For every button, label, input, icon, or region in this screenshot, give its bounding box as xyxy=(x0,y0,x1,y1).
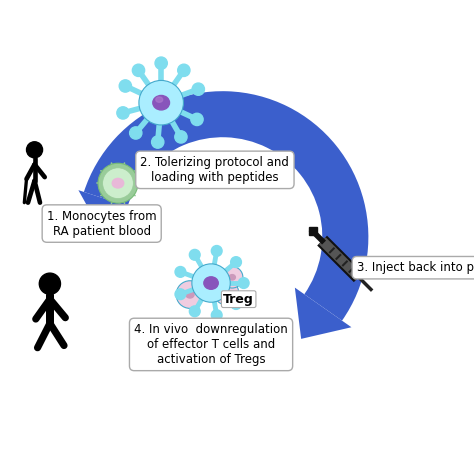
Polygon shape xyxy=(295,288,351,339)
Circle shape xyxy=(190,306,200,317)
Polygon shape xyxy=(78,190,133,225)
Wedge shape xyxy=(84,91,368,320)
Ellipse shape xyxy=(112,178,124,188)
Circle shape xyxy=(175,266,186,277)
Circle shape xyxy=(192,83,204,95)
Circle shape xyxy=(27,142,43,158)
Circle shape xyxy=(175,131,187,143)
Text: 3. Inject back into p: 3. Inject back into p xyxy=(357,261,474,274)
Circle shape xyxy=(238,278,249,288)
Circle shape xyxy=(155,57,167,69)
Text: 1. Monocytes from
RA patient blood: 1. Monocytes from RA patient blood xyxy=(47,210,156,237)
Circle shape xyxy=(221,266,243,288)
Text: 2. Tolerizing protocol and
loading with peptides: 2. Tolerizing protocol and loading with … xyxy=(140,156,289,184)
Circle shape xyxy=(214,280,239,305)
Circle shape xyxy=(175,289,186,300)
Ellipse shape xyxy=(229,274,236,280)
Text: 4. In vivo  downregulation
of effector T cells and
activation of Tregs: 4. In vivo downregulation of effector T … xyxy=(134,323,288,366)
Circle shape xyxy=(211,310,222,320)
Circle shape xyxy=(231,257,241,267)
Ellipse shape xyxy=(186,291,194,298)
Circle shape xyxy=(190,249,200,260)
Circle shape xyxy=(231,299,241,310)
Ellipse shape xyxy=(204,277,218,289)
Circle shape xyxy=(139,81,183,125)
Circle shape xyxy=(132,64,145,76)
Ellipse shape xyxy=(156,97,163,102)
Ellipse shape xyxy=(223,290,230,296)
Circle shape xyxy=(191,113,203,126)
Circle shape xyxy=(98,163,138,203)
Circle shape xyxy=(119,80,131,92)
Circle shape xyxy=(39,273,61,294)
Circle shape xyxy=(192,264,230,302)
Circle shape xyxy=(176,281,204,309)
Circle shape xyxy=(211,246,222,256)
Circle shape xyxy=(117,107,129,119)
Ellipse shape xyxy=(153,95,170,110)
Circle shape xyxy=(103,168,133,199)
Text: Treg: Treg xyxy=(223,292,254,306)
Circle shape xyxy=(129,127,142,139)
Circle shape xyxy=(152,136,164,148)
Circle shape xyxy=(178,64,190,76)
